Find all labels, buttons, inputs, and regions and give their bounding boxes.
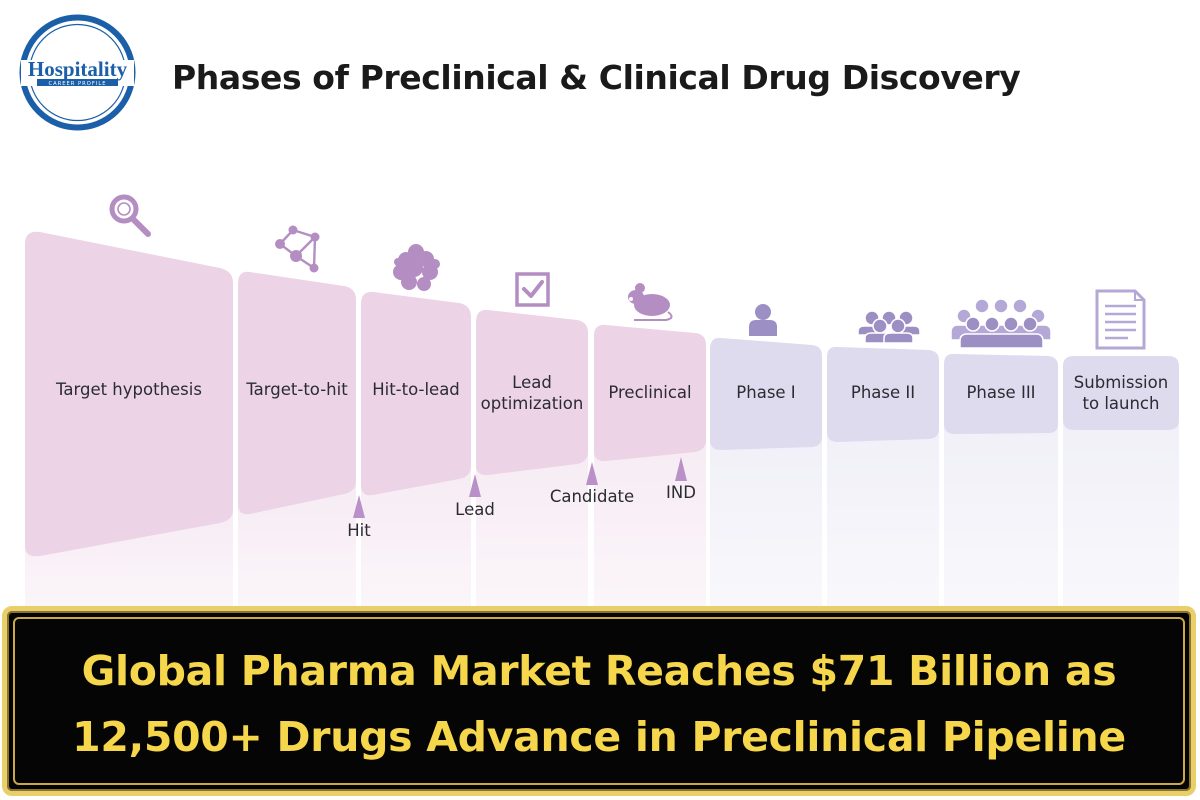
milestone-label-hit: Hit (347, 521, 371, 540)
magnifier-icon (109, 194, 151, 237)
phase-box-target-to-hit (238, 271, 356, 515)
phase-label-lead-optimization: Lead optimization (480, 373, 584, 413)
headline-line-1: Global Pharma Market Reaches $71 Billion… (81, 647, 1117, 695)
phase-label-submission: Submission to launch (1073, 373, 1169, 413)
logo-subtext: CAREER PROFILE (48, 81, 106, 87)
checkbox-icon (515, 272, 550, 307)
document-icon (1095, 289, 1146, 350)
column-bg (944, 425, 1058, 610)
phase-box-phase-iii (944, 353, 1058, 434)
phase-box-hit-to-lead (361, 291, 471, 496)
hospitality-logo: Hospitality CAREER PROFILE (19, 14, 136, 131)
molecule-cluster-icon (393, 244, 440, 291)
phase-label-target-hypothesis: Target hypothesis (56, 380, 202, 399)
milestone-marker-hit (353, 495, 365, 518)
banner-inner-border (13, 617, 1185, 785)
phase-box-phase-ii (827, 346, 939, 442)
phase-label-phase-iii: Phase III (966, 383, 1036, 402)
network-icon (275, 225, 320, 273)
small-group-icon (857, 310, 921, 344)
column-bg (710, 440, 822, 610)
milestone-marker-candidate (586, 462, 598, 485)
phase-label-phase-i: Phase I (736, 383, 796, 402)
headline-banner: Global Pharma Market Reaches $71 Billion… (2, 606, 1196, 796)
milestone-marker-lead (469, 474, 481, 497)
milestone-label-lead: Lead (455, 500, 495, 519)
phase-label-hit-to-lead: Hit-to-lead (372, 380, 460, 399)
milestone-label-candidate: Candidate (549, 487, 635, 506)
phase-box-target-hypothesis (25, 231, 233, 557)
large-group-icon (950, 298, 1052, 349)
logo-wordmark: Hospitality (28, 57, 128, 81)
column-bg (827, 430, 939, 610)
phase-box-preclinical (594, 324, 706, 462)
page-title: Phases of Preclinical & Clinical Drug Di… (172, 58, 1021, 97)
phase-label-preclinical: Preclinical (608, 383, 692, 402)
column-bg (1063, 420, 1179, 610)
column-bg (594, 435, 706, 610)
milestone-label-ind: IND (666, 483, 696, 502)
headline-line-2: 12,500+ Drugs Advance in Preclinical Pip… (72, 713, 1126, 761)
phase-label-phase-ii: Phase II (850, 383, 916, 402)
phase-box-lead-optimization (476, 309, 588, 476)
mouse-icon (628, 283, 673, 321)
phase-box-phase-i (710, 337, 822, 450)
milestone-marker-ind (675, 457, 687, 481)
single-person-icon (749, 304, 777, 336)
phase-box-submission (1063, 356, 1179, 430)
phase-label-target-to-hit: Target-to-hit (246, 380, 348, 399)
drug-discovery-diagram: Target hypothesis Target-to-hit Hit-to-l… (0, 150, 1200, 620)
